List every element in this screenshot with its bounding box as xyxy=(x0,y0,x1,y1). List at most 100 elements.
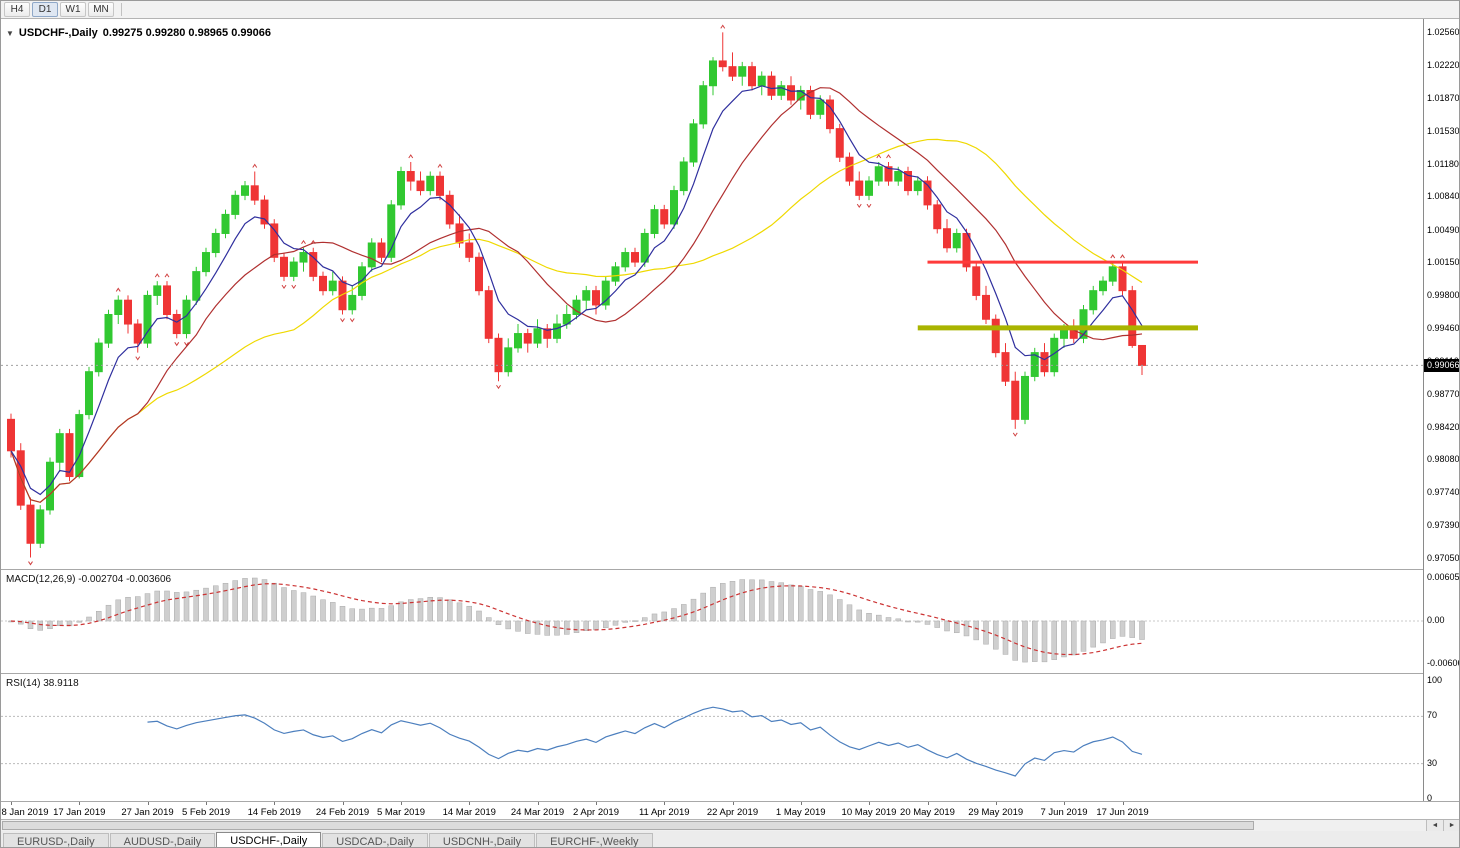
tab-usdcad-daily[interactable]: USDCAD-,Daily xyxy=(322,833,428,847)
time-axis-label: 17 Jan 2019 xyxy=(53,807,106,818)
scroll-left-button[interactable]: ◄ xyxy=(1426,820,1443,831)
time-axis-tick xyxy=(664,802,666,805)
ma-slow-line xyxy=(10,138,1143,503)
timeframe-h4-button[interactable]: H4 xyxy=(4,2,30,17)
candlestick-series xyxy=(7,32,1146,558)
price-axis-label: 1.01180 xyxy=(1427,158,1459,169)
tab-eurchf-weekly[interactable]: EURCHF-,Weekly xyxy=(536,833,653,847)
price-axis-label: 0.99460 xyxy=(1427,322,1460,333)
tab-eurusd-daily[interactable]: EURUSD-,Daily xyxy=(3,833,109,847)
price-axis-label: 1.02220 xyxy=(1427,59,1460,70)
time-axis-tick xyxy=(147,802,149,805)
time-axis-tick xyxy=(274,802,276,805)
rsi-line xyxy=(147,706,1143,777)
timeframe-mn-button[interactable]: MN xyxy=(88,2,114,17)
time-axis-label: 20 May 2019 xyxy=(900,807,955,818)
macd-axis-label: 0.0060585 xyxy=(1427,572,1460,582)
ma-mid-line xyxy=(10,87,1143,503)
tab-usdchf-daily[interactable]: USDCHF-,Daily xyxy=(216,832,322,847)
price-axis-label: 1.00840 xyxy=(1427,191,1460,202)
macd-histogram xyxy=(8,577,1145,663)
time-axis-tick xyxy=(596,802,597,805)
time-axis: 8 Jan 2019 17 Jan 2019 27 Jan 2019 5 Feb 20… xyxy=(1,802,1423,819)
time-axis-tick xyxy=(869,802,870,805)
price-axis-label: 1.02560 xyxy=(1427,27,1460,38)
time-axis-tick xyxy=(11,802,12,805)
horizontal-scrollbar[interactable]: ◄ ► xyxy=(1,819,1459,831)
macd-axis-label: 0.00 xyxy=(1427,615,1445,625)
time-axis-tick xyxy=(800,802,802,805)
price-axis-label: 0.98770 xyxy=(1427,388,1460,399)
panel-splitter[interactable] xyxy=(1,673,1459,674)
time-axis-label: 27 Jan 2019 xyxy=(121,807,174,818)
time-axis-label: 5 Mar 2019 xyxy=(376,807,426,818)
macd-panel[interactable]: MACD(12,26,9) -0.002704 -0.003606 xyxy=(1,570,1423,673)
tab-usdcnh-daily[interactable]: USDCNH-,Daily xyxy=(428,833,536,847)
toolbar-separator xyxy=(121,3,122,16)
rsi-chart xyxy=(1,706,1423,777)
time-axis-tick xyxy=(927,802,929,805)
time-axis-label: 7 Jun 2019 xyxy=(1040,807,1088,818)
price-axis-label: 0.99800 xyxy=(1427,290,1460,301)
macd-signal-line xyxy=(10,583,1143,656)
rsi-panel[interactable]: RSI(14) 38.9118 xyxy=(1,674,1423,801)
time-axis-label: 5 Feb 2019 xyxy=(181,807,231,818)
price-axis: 1.02560 1.02220 1.01870 1.01530 1.01180 1.008… xyxy=(1423,19,1460,803)
chart-tab-bar: EURUSD-,Daily AUDUSD-,Daily USDCHF-,Dail… xyxy=(1,831,1459,847)
time-axis-tick xyxy=(537,802,539,805)
price-axis-label: 1.00490 xyxy=(1427,224,1460,235)
chart-ohlc-values: 0.99275 0.99280 0.98965 0.99066 xyxy=(102,27,271,39)
time-axis-label: 17 Jun 2019 xyxy=(1096,807,1149,818)
macd-axis-label: -0.0060609 xyxy=(1427,658,1459,668)
rsi-axis-label: 30 xyxy=(1427,757,1438,768)
time-axis-label: 1 May 2019 xyxy=(775,807,826,818)
timeframe-toolbar: H4 D1 W1 MN xyxy=(1,1,1459,19)
scrollbar-thumb[interactable] xyxy=(2,821,1254,830)
panel-splitter[interactable] xyxy=(1,801,1459,802)
price-chart-panel[interactable]: ▼ USDCHF-,Daily 0.99275 0.99280 0.98965 … xyxy=(1,19,1423,569)
time-axis-label: 8 Jan 2019 xyxy=(1,807,49,818)
price-axis-label: 0.97740 xyxy=(1427,486,1460,497)
time-axis-tick xyxy=(206,802,207,805)
time-axis-tick xyxy=(1064,802,1065,805)
time-axis-tick xyxy=(342,802,344,805)
rsi-axis-label: 70 xyxy=(1427,710,1438,721)
rsi-axis-label: 100 xyxy=(1427,675,1443,685)
time-axis-tick xyxy=(732,802,734,805)
macd-chart xyxy=(1,577,1423,663)
time-axis-tick xyxy=(995,802,997,805)
price-axis-label: 1.00150 xyxy=(1427,257,1460,268)
rsi-label: RSI(14) 38.9118 xyxy=(6,678,79,689)
tab-audusd-daily[interactable]: AUDUSD-,Daily xyxy=(109,833,216,847)
time-axis-tick xyxy=(79,802,81,805)
price-axis-label: 0.98080 xyxy=(1427,454,1460,465)
time-axis-label: 24 Mar 2019 xyxy=(510,807,565,818)
symbol-dropdown-icon[interactable]: ▼ xyxy=(6,28,14,38)
time-axis-label: 11 Apr 2019 xyxy=(638,807,690,818)
time-axis-tick xyxy=(469,802,471,805)
time-axis-label: 10 May 2019 xyxy=(841,807,897,818)
time-axis-tick xyxy=(401,802,402,805)
price-axis-label: 1.01870 xyxy=(1427,93,1460,104)
current-price-badge: 0.99066 xyxy=(1424,358,1459,372)
price-axis-label: 1.01530 xyxy=(1427,125,1460,136)
price-axis-label: 0.97050 xyxy=(1427,552,1460,563)
fractal-markers xyxy=(28,24,1125,566)
timeframe-d1-button[interactable]: D1 xyxy=(32,2,58,17)
chart-title: ▼ USDCHF-,Daily 0.99275 0.99280 0.98965 … xyxy=(6,27,271,39)
timeframe-w1-button[interactable]: W1 xyxy=(60,2,86,17)
price-axis-label: 0.97390 xyxy=(1427,520,1460,531)
macd-label: MACD(12,26,9) -0.002704 -0.003606 xyxy=(6,574,172,585)
time-axis-label: 2 Apr 2019 xyxy=(573,807,619,818)
rsi-axis-label: 0 xyxy=(1427,793,1433,803)
chart-symbol-label: USDCHF-,Daily xyxy=(18,27,98,39)
time-axis-tick xyxy=(1122,802,1124,805)
panel-splitter[interactable] xyxy=(1,569,1459,570)
candlestick-chart[interactable] xyxy=(1,19,1423,569)
scroll-right-button[interactable]: ► xyxy=(1443,820,1459,831)
time-axis-label: 14 Feb 2019 xyxy=(247,807,301,818)
time-axis-label: 29 May 2019 xyxy=(968,807,1024,818)
ma-fast-line xyxy=(10,85,1143,496)
price-axis-label: 0.98420 xyxy=(1427,421,1460,432)
